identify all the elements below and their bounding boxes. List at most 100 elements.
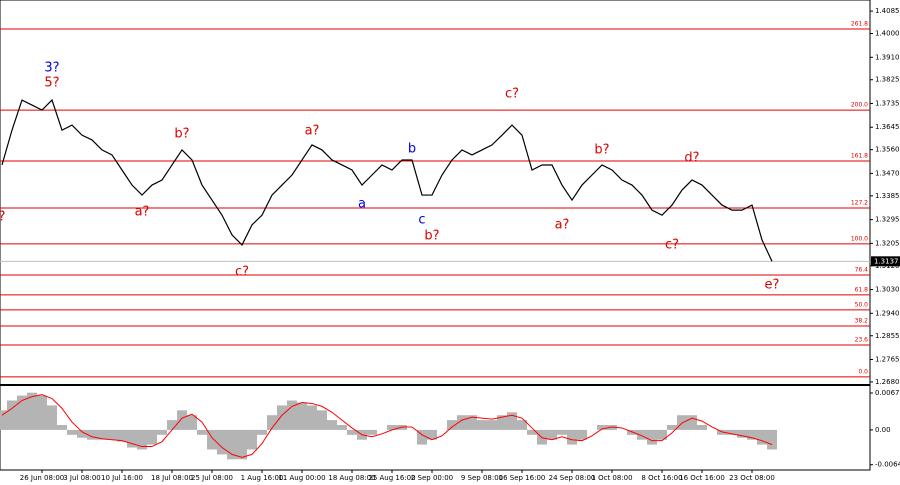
histogram-bar [387,425,397,430]
current-price-box [871,256,900,267]
histogram-bar [217,429,227,455]
histogram-bar [337,425,347,430]
x-tick-label: 10 Jul 16:00 [101,474,143,482]
wave-label: c? [665,237,679,252]
y-tick-label: 1.3560 [875,146,900,154]
histogram-bar [127,429,137,448]
wave-label: d? [684,151,699,166]
y-tick-label: 0.00 [875,426,891,434]
histogram-bar [57,425,67,430]
histogram-bar [747,429,757,440]
fib-label: 38.2 [855,317,869,324]
histogram-bar [527,429,537,435]
histogram-bar [737,429,747,438]
wave-label: a [358,197,366,212]
fib-label: 23.6 [855,336,869,343]
histogram-bar [497,415,507,430]
histogram-bar [7,400,17,430]
histogram-bar [757,429,767,445]
fib-label: 127.2 [851,199,868,206]
x-tick-label: 26 Jun 08:00 [20,474,64,482]
x-tick-label: 18 Jul 08:00 [151,474,193,482]
fib-label: 50.0 [855,301,869,308]
y-tick-label: 0.00678 [875,389,900,397]
y-tick-label: 1.3735 [875,99,900,107]
fib-label: 76.4 [855,267,869,274]
histogram-bar [427,429,437,440]
histogram-bar [697,425,707,430]
price-line [1,98,773,262]
histogram-bar [47,405,57,430]
histogram-bar [167,420,177,430]
x-tick-label: 3 Jul 08:00 [63,474,101,482]
wave-label: a? [305,123,320,138]
wave-label: a? [135,204,150,219]
wave-label: c? [235,264,249,279]
histogram-bar [457,415,467,430]
histogram-bar [37,395,47,430]
histogram-bar [567,429,577,445]
histogram-bar [77,429,87,438]
x-tick-label: 25 Jul 08:00 [191,474,233,482]
x-tick-label: 2 Sep 00:00 [411,474,453,482]
histogram-bar [67,429,77,435]
fib-label: 100.0 [851,235,868,242]
y-tick-label: 1.4085 [875,7,900,15]
histogram-bar [327,420,337,430]
histogram-bar [467,415,477,430]
wave-label: b? [594,142,609,157]
histogram-bar [87,429,97,440]
histogram-bar [237,429,247,460]
histogram-bar [107,429,117,440]
histogram-bar [487,420,497,430]
y-tick-label: 1.3825 [875,76,900,84]
y-tick-label: 1.3645 [875,123,900,131]
histogram-bar [657,429,667,440]
histogram-bar [637,429,647,440]
x-tick-label: 11 Aug 00:00 [278,474,325,482]
y-tick-label: 1.4000 [875,30,900,38]
x-tick-label: 24 Sep 08:00 [549,474,596,482]
y-tick-label: 1.3470 [875,169,900,177]
signal-line [1,394,773,458]
x-tick-label: 1 Aug 16:00 [241,474,284,482]
wave-label: ? [0,209,5,224]
histogram-bar [667,425,677,430]
wave-label: b? [174,127,189,142]
y-tick-label: -0.0064 [875,461,900,469]
histogram-bar [157,429,167,435]
fib-label: 261.8 [851,21,868,28]
current-price-label: 1.3137 [874,257,899,265]
histogram-bar [277,405,287,430]
histogram-bar [287,400,297,430]
histogram-bar [27,392,37,430]
histogram-bar [447,420,457,430]
histogram-bar [547,429,557,440]
fib-label: 161.8 [851,153,868,160]
x-tick-label: 16 Sep 16:00 [499,474,546,482]
histogram-bar [187,415,197,430]
fib-label: 200.0 [851,102,868,109]
y-tick-label: 1.2855 [875,332,900,340]
histogram-bar [557,429,567,435]
histogram-bar [517,420,527,430]
frame [0,0,871,471]
histogram-bar [137,429,147,450]
y-tick-label: 1.2680 [875,378,900,386]
x-tick-label: 8 Oct 16:00 [641,474,682,482]
x-tick-label: 25 Aug 16:00 [368,474,415,482]
y-tick-label: 1.3295 [875,216,900,224]
histogram-bar [687,415,697,430]
x-tick-label: 23 Oct 08:00 [729,474,775,482]
histogram-bar [767,429,777,450]
wave-label: 5? [44,76,59,91]
histogram-bar [257,429,267,435]
histogram-bar [297,402,307,430]
wave-label: e? [765,278,780,293]
x-tick-label: 9 Sep 08:00 [461,474,503,482]
histogram-bar [247,429,257,450]
y-tick-label: 1.2940 [875,309,900,317]
y-tick-label: 1.2765 [875,356,900,364]
